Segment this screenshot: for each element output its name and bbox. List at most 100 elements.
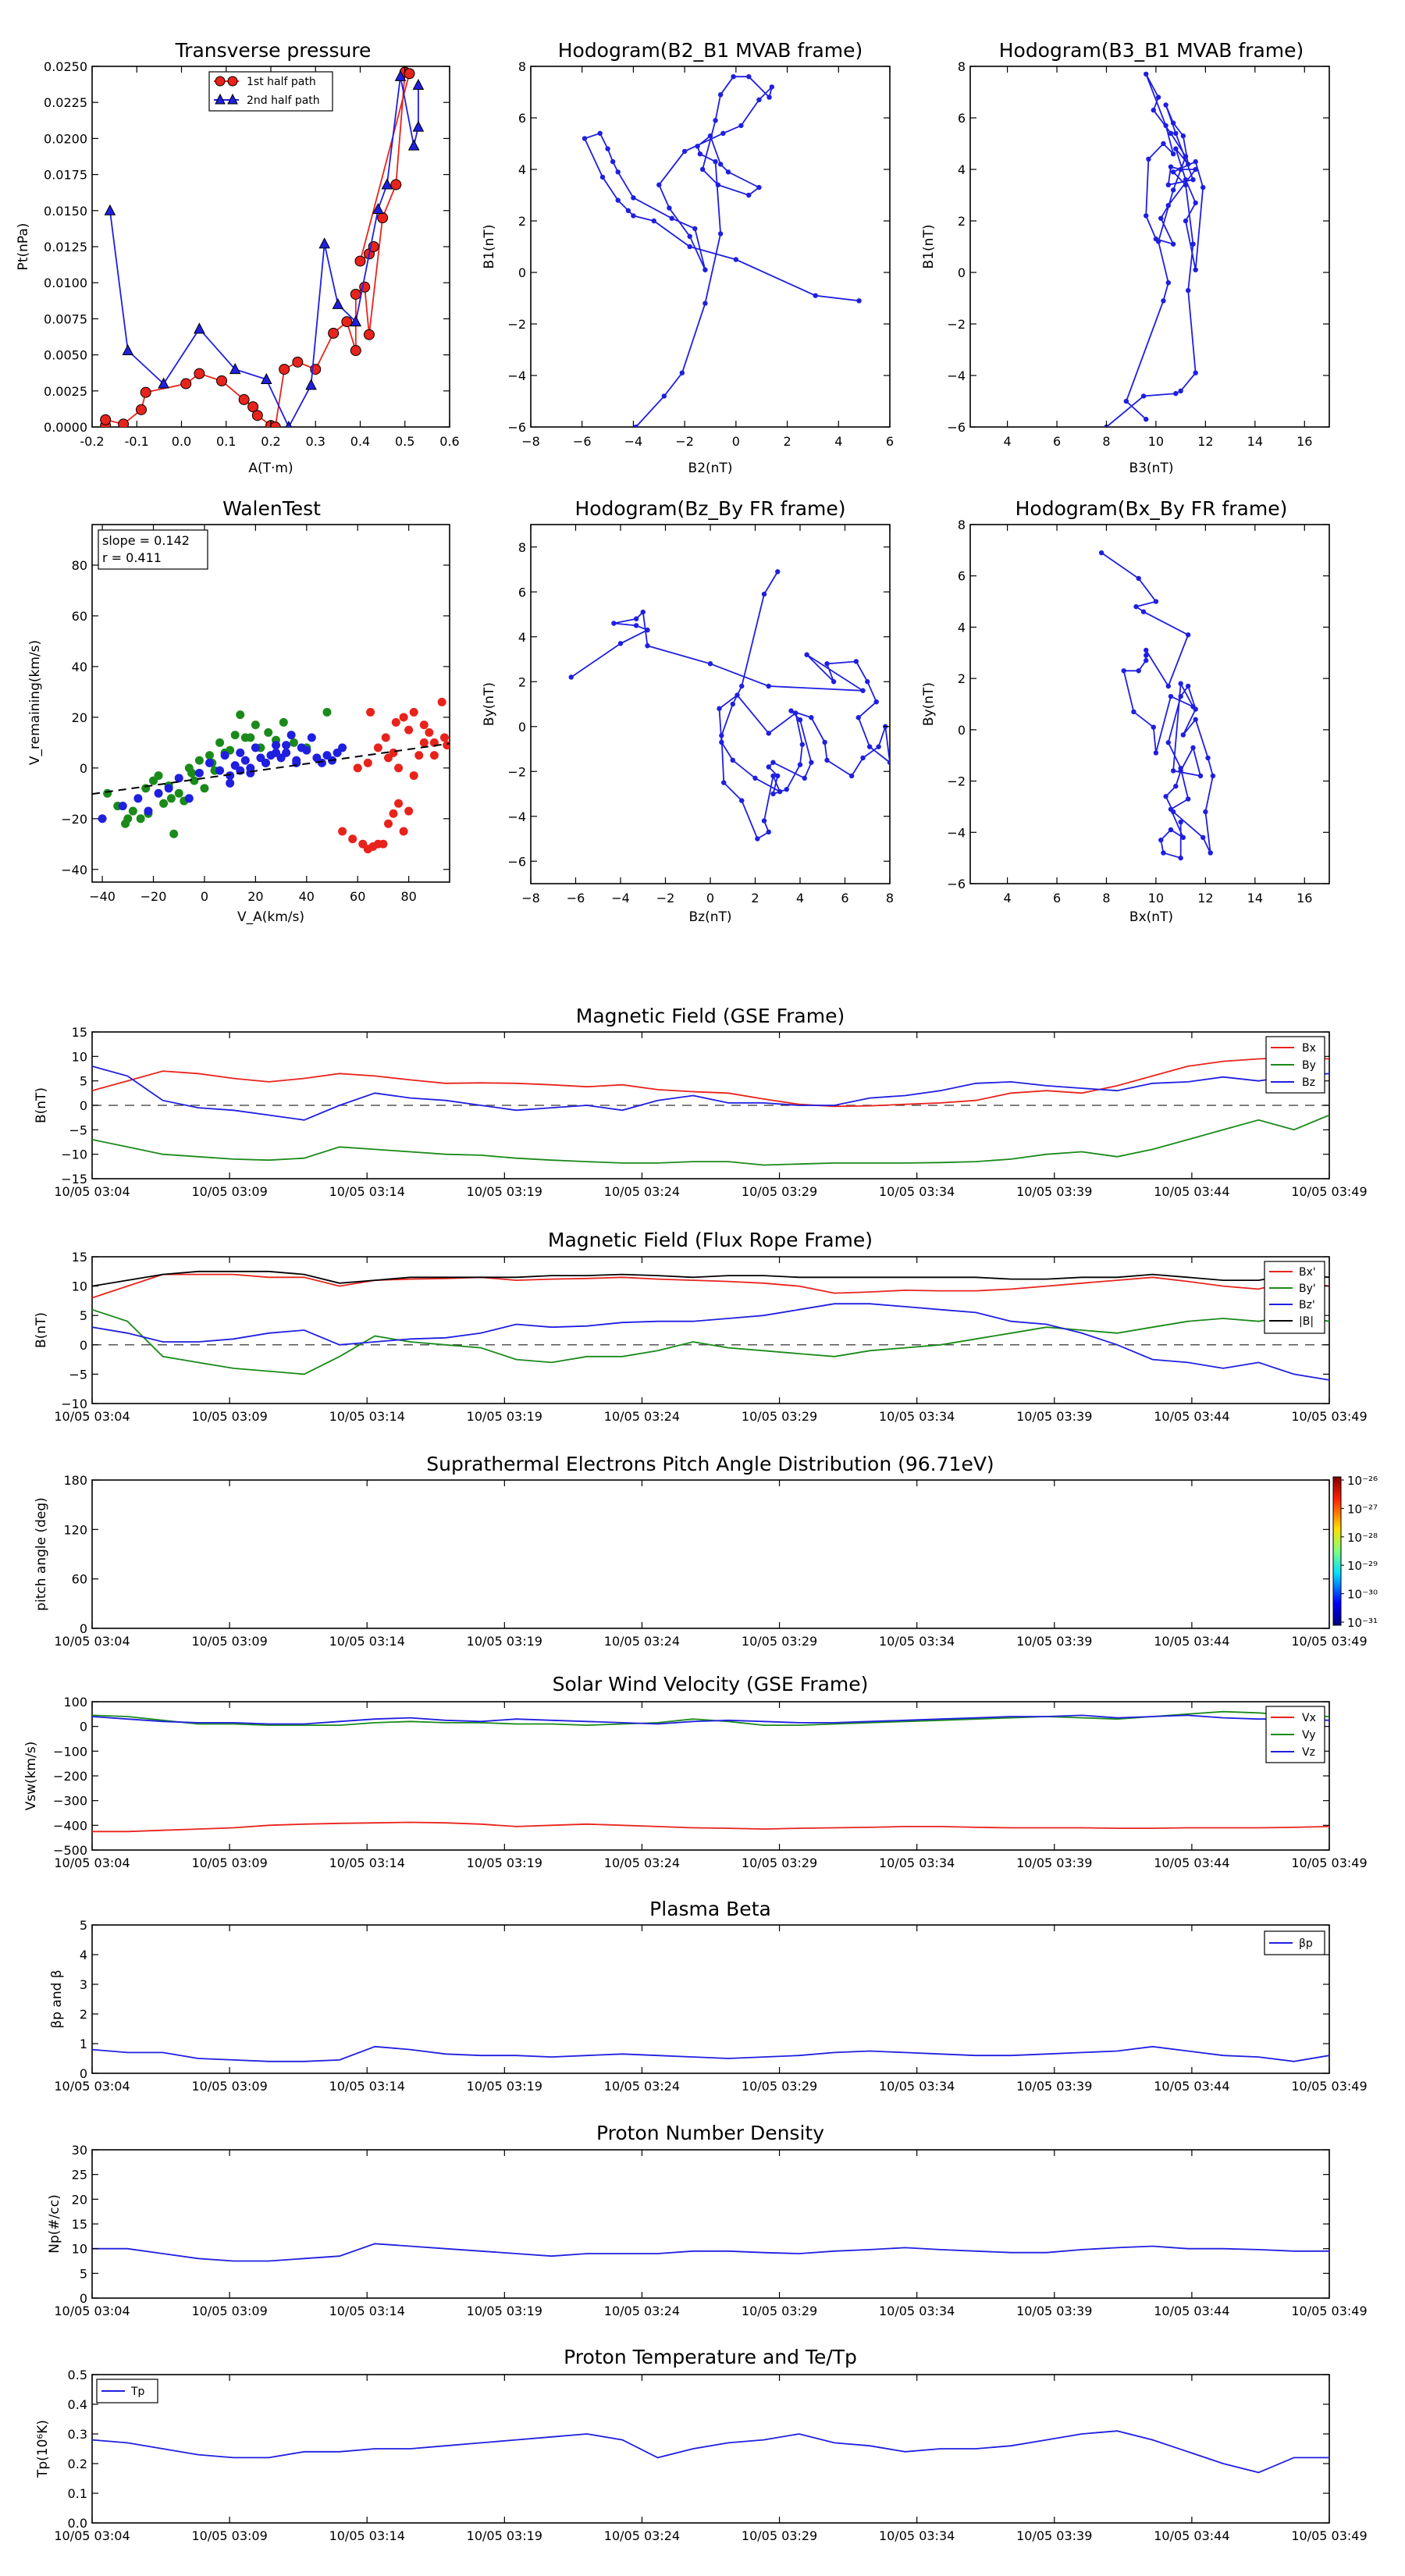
data-point (853, 659, 859, 664)
y-tick-label: 8 (518, 59, 526, 74)
data-point (1140, 609, 1147, 614)
data-point (226, 771, 235, 781)
data-point (611, 621, 617, 626)
data-point (767, 94, 772, 100)
data-point (717, 231, 724, 237)
x-tick-label: -0.1 (125, 434, 149, 449)
y-tick-label: −2 (507, 317, 526, 332)
x-tick-label: 10/05 03:04 (54, 2079, 130, 2094)
data-point (1136, 668, 1141, 674)
data-point (292, 356, 304, 368)
data-point (412, 78, 425, 91)
y-tick-label: 0 (80, 761, 87, 776)
data-point (1203, 809, 1208, 815)
data-point (1168, 827, 1174, 833)
y-axis-label: βp and β (49, 1969, 65, 2028)
x-tick-label: 6 (1053, 434, 1061, 449)
y-tick-label: 8 (518, 540, 526, 555)
data-point (1178, 819, 1183, 825)
data-point (164, 784, 173, 793)
y-tick-label: 20 (72, 2192, 87, 2207)
legend-marker-1st (215, 76, 226, 87)
data-point (625, 208, 631, 213)
data-point (770, 760, 776, 765)
data-point (1173, 783, 1179, 789)
x-tick-label: 0.4 (350, 434, 370, 449)
data-point (350, 288, 361, 300)
series-line (91, 1270, 1330, 1287)
y-tick-label: 0.0175 (44, 168, 87, 183)
data-point (615, 197, 621, 203)
data-point (633, 424, 638, 427)
data-point (341, 316, 353, 328)
data-point (399, 713, 408, 722)
x-tick-label: 10/05 03:44 (1154, 1184, 1229, 1199)
x-tick-label: 8 (886, 891, 894, 906)
x-tick-label: 10/05 03:29 (742, 2304, 817, 2318)
data-point (220, 751, 229, 760)
x-tick-label: 10/05 03:14 (329, 1409, 405, 1424)
data-point (194, 768, 204, 777)
data-point (695, 144, 700, 149)
data-point (1151, 107, 1156, 113)
y-tick-label: 1 (80, 2037, 87, 2051)
y-tick-label: 6 (958, 569, 966, 584)
data-point (766, 683, 771, 689)
x-tick-label: 10/05 03:34 (879, 1856, 955, 1870)
x-tick-label: 10/05 03:39 (1016, 1409, 1092, 1424)
data-point (824, 757, 830, 763)
data-point (1180, 133, 1186, 139)
x-tick-label: 16 (1297, 891, 1312, 906)
x-tick-label: 10 (1148, 891, 1164, 906)
data-point (739, 683, 745, 689)
panel-transverse-pressure: Transverse pressure -0.2 -0.1 0.0 0.1 0.2 0.3… (16, 39, 460, 476)
data-point (697, 151, 703, 157)
x-tick-label: 10/05 03:09 (191, 1856, 267, 1870)
data-point (761, 818, 767, 824)
data-point (123, 814, 133, 824)
data-point (793, 710, 799, 716)
y-tick-label: 0.1 (68, 2486, 87, 2501)
x-tick-label: 12 (1197, 434, 1213, 449)
data-point (887, 760, 890, 765)
plot-area (1104, 71, 1206, 427)
data-point (848, 773, 855, 779)
data-point (775, 773, 781, 779)
y-tick-label: 2 (958, 671, 966, 686)
x-tick-label: 10/05 03:04 (54, 1634, 130, 1649)
x-axis-label: V_A(km/s) (237, 909, 304, 925)
legend: Vx Vy Vz (1265, 1706, 1325, 1763)
x-tick-label: 10/05 03:29 (742, 2528, 817, 2543)
x-tick-label: 80 (400, 889, 416, 904)
data-point (1193, 158, 1198, 165)
data-point (860, 688, 866, 693)
x-tick-label: −4 (611, 891, 630, 906)
y-tick-label: −200 (53, 1769, 87, 1784)
data-point (354, 255, 366, 267)
data-point (1153, 599, 1159, 604)
data-point (856, 298, 862, 304)
data-point (318, 237, 331, 249)
data-point (103, 788, 112, 798)
data-point (282, 748, 291, 757)
colorbar-tick-label: 10⁻³⁰ (1347, 1588, 1378, 1602)
y-tick-label: 10 (72, 1049, 87, 1064)
data-point (286, 731, 296, 740)
data-point (437, 697, 446, 706)
y-tick-label: 100 (63, 1695, 87, 1710)
series-line (92, 1821, 1330, 1833)
x-tick-label: 10/05 03:19 (467, 2528, 542, 2543)
chart-title: Hodogram(Bz_By FR frame) (574, 497, 845, 520)
legend-marker-1st (227, 76, 238, 87)
x-tick-label: 0 (706, 891, 714, 906)
y-tick-label: 15 (72, 2217, 87, 2232)
chart-title: Hodogram(B3_B1 MVAB frame) (999, 39, 1304, 62)
data-point (715, 182, 721, 187)
chart-title: Solar Wind Velocity (GSE Frame) (553, 1673, 869, 1695)
data-point (118, 802, 127, 811)
data-point (1144, 653, 1149, 658)
data-point (190, 776, 199, 785)
x-tick-label: 40 (299, 889, 315, 904)
data-point (784, 787, 789, 792)
y-tick-label: −6 (947, 877, 966, 891)
